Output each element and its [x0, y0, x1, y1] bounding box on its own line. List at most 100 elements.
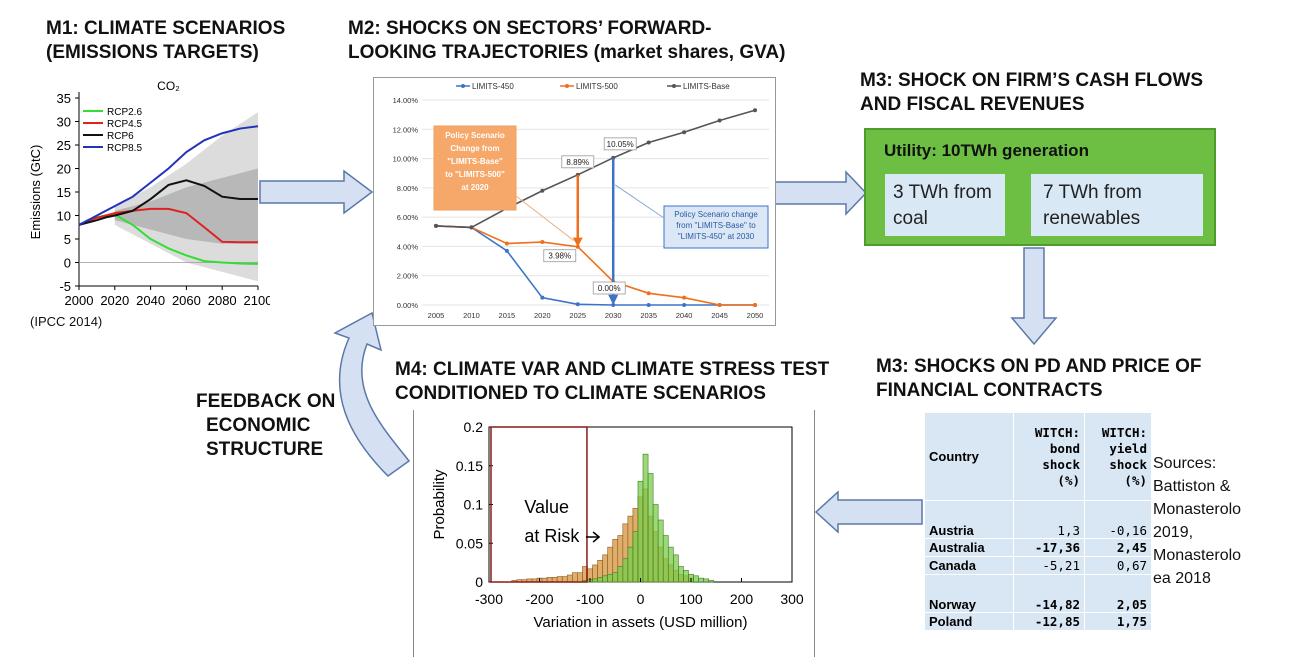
m4-header-line1: M4: CLIMATE VAR AND CLIMATE STRESS TEST	[395, 359, 830, 380]
m2-data-point	[504, 241, 509, 246]
m4-var-histogram: 0 0.05 0.1 0.15 0.2 -300 -200 -100 0 100 200 300 Var…	[431, 419, 804, 631]
m2-header: M2: SHOCKS ON SECTORS’ FORWARD- LOOKING …	[348, 17, 785, 65]
sources-line: ea 2018	[1153, 570, 1211, 587]
m4-histogram-bar	[657, 519, 664, 583]
m3b-header-line1: M3: SHOCKS ON PD AND PRICE OF	[876, 356, 1202, 377]
m2-legend-marker	[672, 84, 676, 88]
m4-histogram-bar	[607, 573, 614, 583]
m2-data-label-box	[592, 281, 626, 295]
table-header-row: Country WITCH: bond shock (%) WITCH: yie…	[924, 412, 1152, 501]
m2-data-point	[575, 302, 580, 307]
m2-y-tick-label: 10.00%	[393, 155, 419, 164]
m1-y-tick-label: 15	[57, 185, 71, 200]
m4-y-axis-label: Probability	[431, 469, 448, 540]
table-cell-country: Poland	[924, 612, 1014, 631]
m4-histogram-bar	[703, 578, 709, 583]
m2-data-point	[646, 303, 651, 307]
table-header-country: Country	[924, 412, 1014, 501]
m2-data-point	[469, 225, 474, 230]
m1-y-tick-label: 30	[57, 115, 71, 130]
m2-legend-label: LIMITS-Base	[683, 82, 730, 91]
m4-var-label-line2: at Risk	[524, 526, 580, 546]
m4-var-label-line1: Value	[524, 497, 569, 517]
m2-x-tick-label: 2025	[569, 311, 586, 320]
m1-emissions-chart: -5 0 5 10 15 20 25 30 35 2000 2020 2040 2060 2080 2100…	[28, 79, 272, 308]
m2-x-tick-label: 2005	[428, 311, 445, 320]
m2-data-label: 3.98%	[548, 252, 571, 261]
m2-x-tick-label: 2015	[499, 311, 516, 320]
m2-y-tick-label: 2.00%	[397, 272, 419, 281]
m4-x-tick-label: -300	[475, 591, 503, 607]
sources-line: Monasterolo	[1153, 547, 1242, 564]
feedback-line3: STRUCTURE	[206, 439, 324, 460]
table-row: Austria 1,3 -0,16	[924, 500, 1152, 539]
m2-annotation-leader-500	[515, 195, 575, 241]
m2-annotation-text-450: Policy Scenario change from "LIMITS-Base"…	[674, 210, 758, 241]
m1-chart-title: CO₂	[157, 79, 180, 93]
m4-header: M4: CLIMATE VAR AND CLIMATE STRESS TEST …	[395, 358, 829, 406]
m2-annotation-box-450	[663, 205, 769, 249]
feedback-label: FEEDBACK ON ECONOMIC STRUCTURE	[196, 390, 335, 462]
m2-y-tick-label: 4.00%	[397, 242, 419, 251]
m4-histogram-bar	[592, 578, 598, 583]
m2-data-label: 8.89%	[566, 158, 589, 167]
m2-data-label-box	[603, 137, 637, 151]
m4-histogram-bar	[708, 580, 715, 583]
arrow-m2-to-m3	[773, 170, 868, 216]
m2-data-point	[682, 130, 687, 135]
m4-header-line2: CONDITIONED TO CLIMATE SCENARIOS	[395, 383, 766, 404]
m1-y-tick-label: 10	[57, 209, 71, 224]
m4-histogram-bar	[572, 572, 578, 583]
m1-header-line1: M1: CLIMATE SCENARIOS	[46, 18, 286, 39]
m2-data-label-box	[561, 155, 595, 169]
m1-y-axis-label: Emissions (GtC)	[28, 145, 43, 240]
table-row: Poland -12,85 1,75	[924, 612, 1152, 631]
table-cell-yield: 2,45	[1084, 538, 1152, 557]
m1-x-tick-label: 2020	[100, 293, 129, 308]
m2-data-point	[434, 223, 438, 228]
m2-annotation-leader-450	[614, 184, 665, 219]
m1-legend-label: RCP8.5	[107, 143, 142, 154]
table-cell-country: Australia	[924, 538, 1014, 557]
m4-histogram-bar	[627, 546, 634, 583]
table-header-yield: WITCH: yield shock (%)	[1084, 412, 1152, 501]
m2-x-tick-label: 2010	[463, 311, 480, 320]
m1-legend-label: RCP2.6	[107, 107, 142, 118]
m4-x-tick-label: 300	[780, 591, 804, 607]
table-row: Australia -17,36 2,45	[924, 538, 1152, 557]
m4-histogram-bar	[642, 453, 649, 583]
m2-data-point	[646, 291, 651, 296]
table-cell-bond: -14,82	[1013, 574, 1085, 613]
m2-header-line2: LOOKING TRAJECTORIES (market shares, GVA…	[348, 42, 786, 63]
m4-y-tick-label: 0.1	[464, 497, 484, 513]
m1-header: M1: CLIMATE SCENARIOS (EMISSIONS TARGETS…	[46, 17, 285, 65]
renewables-box: 7 TWh from renewables	[1031, 174, 1203, 236]
m4-y-tick-label: 0.15	[456, 458, 483, 474]
m3b-header-line2: FINANCIAL CONTRACTS	[876, 380, 1103, 401]
m4-x-axis-label: Variation in assets (USD million)	[534, 614, 748, 631]
m4-var-pointer-head	[592, 531, 601, 543]
table-cell-yield: -0,16	[1084, 500, 1152, 539]
m2-series-line	[435, 109, 756, 229]
m4-histogram-bar	[662, 535, 669, 583]
m2-drop-arrowhead-500	[572, 237, 583, 247]
m2-y-tick-label: 6.00%	[397, 213, 419, 222]
table-cell-country: Canada	[924, 556, 1014, 575]
m4-x-tick-label: 200	[730, 591, 754, 607]
m4-histogram-bar	[698, 577, 704, 583]
m1-series-line	[78, 179, 258, 226]
renewables-text: 7 TWh from renewables	[1043, 182, 1142, 229]
m2-y-tick-label: 8.00%	[397, 184, 419, 193]
m2-data-point	[682, 303, 687, 307]
m2-data-point	[753, 108, 757, 113]
feedback-line2: ECONOMIC	[206, 415, 311, 436]
m4-histogram-bar	[577, 572, 583, 583]
m1-range-band-inner	[114, 168, 258, 244]
m2-annotation-text-500: Policy Scenario Change from "LIMITS-Base" t…	[445, 131, 505, 192]
m1-x-tick-label: 2060	[172, 293, 201, 308]
m4-histogram-bar	[647, 473, 654, 583]
sources-line: Battiston &	[1153, 478, 1231, 495]
m2-legend-marker	[461, 84, 465, 88]
m2-data-point	[717, 303, 722, 307]
m2-header-line1: M2: SHOCKS ON SECTORS’ FORWARD-	[348, 18, 712, 39]
